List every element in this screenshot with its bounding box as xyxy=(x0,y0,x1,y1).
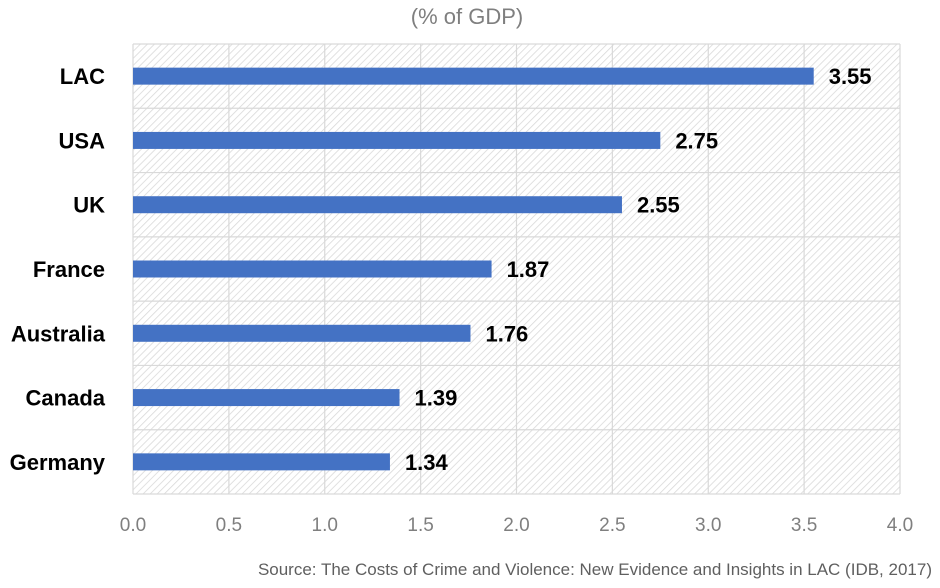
category-label: Germany xyxy=(10,450,106,475)
bar-france xyxy=(133,260,492,278)
value-label: 1.76 xyxy=(485,321,528,346)
x-tick-label: 4.0 xyxy=(887,515,913,536)
value-label: 3.55 xyxy=(829,64,872,89)
x-tick-label: 3.5 xyxy=(791,515,817,536)
category-label: USA xyxy=(59,128,106,153)
bar-uk xyxy=(133,196,622,214)
bars xyxy=(133,67,814,471)
value-label: 1.34 xyxy=(405,450,449,475)
x-tick-label: 0.0 xyxy=(120,515,146,536)
x-tick-label: 3.0 xyxy=(695,515,721,536)
category-labels: LAC USA UK France Australia Canada Germany xyxy=(10,64,106,475)
x-axis-tick-labels: 0.0 0.5 1.0 1.5 2.0 2.5 3.0 3.5 4.0 xyxy=(120,515,913,536)
value-label: 1.39 xyxy=(415,386,458,411)
category-label: Australia xyxy=(11,321,106,346)
category-label: France xyxy=(33,257,105,282)
category-label: UK xyxy=(73,193,105,218)
x-tick-label: 2.0 xyxy=(503,515,529,536)
value-label: 2.55 xyxy=(637,193,680,218)
x-tick-label: 2.5 xyxy=(599,515,625,536)
gridlines xyxy=(132,43,901,495)
category-label: Canada xyxy=(26,386,106,411)
bar-germany xyxy=(133,453,390,471)
value-labels: 3.55 2.75 2.55 1.87 1.76 1.39 1.34 xyxy=(405,64,872,475)
x-tick-label: 1.5 xyxy=(407,515,433,536)
bar-lac xyxy=(133,67,814,85)
x-tick-label: 1.0 xyxy=(312,515,338,536)
value-label: 2.75 xyxy=(675,128,718,153)
bar-canada xyxy=(133,389,400,407)
bar-usa xyxy=(133,131,661,149)
value-label: 1.87 xyxy=(507,257,550,282)
bar-australia xyxy=(133,324,471,342)
chart-subtitle: (% of GDP) xyxy=(411,4,523,29)
category-label: LAC xyxy=(60,64,105,89)
source-note: Source: The Costs of Crime and Violence:… xyxy=(258,560,932,579)
x-tick-label: 0.5 xyxy=(216,515,242,536)
